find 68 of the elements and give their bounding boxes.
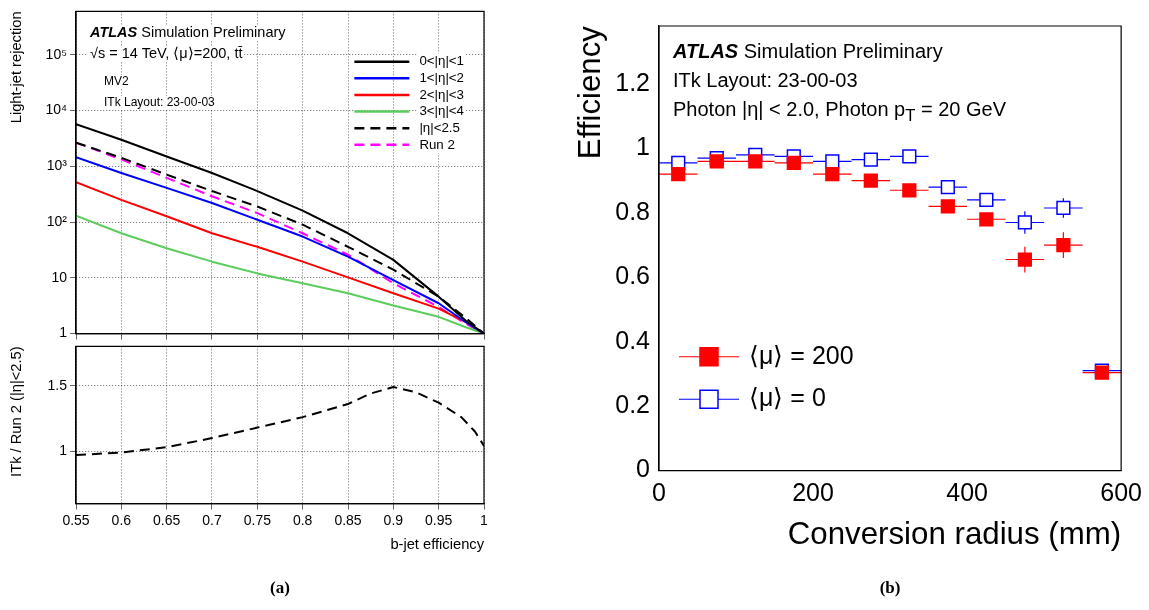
x-tick-label: 0.8 — [292, 511, 313, 528]
annotation: MV2 — [102, 74, 131, 89]
text: (b) — [879, 578, 901, 598]
y-tick-label: 10 — [51, 268, 68, 285]
y-tick-label: 10³ — [46, 157, 68, 174]
x-axis-title: Conversion radius (mm) — [787, 515, 1122, 551]
annotation: Photon |η| < 2.0, Photon p$_{T}$ = 20 GeV — [671, 98, 1009, 126]
legend-label: ⟨μ⟩ = 200 — [749, 340, 854, 369]
point — [940, 199, 955, 214]
point — [671, 167, 686, 182]
x-tick-label: 400 — [946, 478, 988, 507]
y-tick-label: 1 — [59, 324, 68, 341]
point — [979, 212, 994, 227]
point — [1017, 215, 1032, 230]
point — [863, 173, 878, 188]
legend-label: 1<|η|<2 — [419, 70, 464, 85]
point — [825, 154, 840, 169]
point — [1017, 252, 1032, 267]
annotation: ITk Layout: 23-00-03 — [671, 69, 860, 91]
point — [1056, 200, 1071, 216]
x-tick-label: 0.75 — [243, 511, 272, 528]
x-tick-label: 0.6 — [111, 511, 132, 528]
legend-label: |η|<2.5 — [419, 119, 460, 135]
x-tick-label: 0.55 — [62, 511, 90, 528]
point — [863, 152, 878, 167]
x-tick-label: 0.9 — [383, 511, 404, 528]
point — [748, 154, 763, 169]
x-tick-label: 1 — [480, 511, 489, 528]
point — [709, 154, 724, 169]
x-tick-label: 0.7 — [202, 511, 222, 528]
y-tick-label: 0.2 — [615, 389, 650, 418]
legend-label: Run 2 — [419, 136, 455, 152]
legend-label: 0<|η|<1 — [419, 53, 464, 69]
y-axis-title: Efficiency — [572, 25, 608, 160]
y-tick-label: 0.8 — [615, 196, 650, 225]
y-tick-label: 0.6 — [615, 261, 650, 290]
point — [902, 183, 917, 198]
y-tick-label: 10⁴ — [45, 101, 67, 118]
point — [786, 155, 801, 171]
point — [825, 167, 840, 182]
point — [979, 192, 994, 208]
annotation: ATLAS Simulation Preliminary — [88, 24, 288, 42]
y-tick-label: 1.5 — [47, 376, 68, 393]
point — [902, 149, 917, 164]
y-tick-label: 10² — [46, 212, 68, 229]
y-tick-label: 0 — [636, 454, 650, 483]
x-tick-label: 200 — [792, 478, 834, 507]
x-tick-label: 0.65 — [153, 511, 181, 528]
y-tick-label: 1.2 — [615, 67, 650, 96]
annotation: ITk Layout: 23-00-03 — [102, 95, 217, 110]
point — [1056, 237, 1071, 253]
x-axis-title: b-jet efficiency — [390, 536, 485, 553]
y-tick-label: 0.4 — [615, 325, 651, 354]
legend-label: 3<|η|<4 — [419, 103, 464, 119]
annotation: ATLAS Simulation Preliminary — [671, 40, 945, 62]
legend-label: 2<|η|<3 — [419, 86, 464, 102]
y-tick-label: 1 — [59, 442, 68, 459]
legend-label: ⟨μ⟩ = 0 — [749, 383, 826, 412]
point — [940, 179, 955, 195]
x-tick-label: 0.95 — [425, 511, 453, 528]
text: (a) — [270, 578, 290, 598]
y-axis-title: ITk / Run 2 (|η|<2.5) — [7, 346, 24, 477]
annotation: √s = 14 TeV, ⟨μ⟩=200, tt̄ — [88, 45, 245, 63]
y-tick-label: 10⁵ — [45, 45, 67, 62]
x-tick-label: 0.85 — [334, 511, 362, 528]
x-tick-label: 600 — [1100, 478, 1142, 507]
y-tick-label: 1 — [636, 132, 650, 161]
y-axis-title: Light-jet rejection — [7, 11, 24, 124]
